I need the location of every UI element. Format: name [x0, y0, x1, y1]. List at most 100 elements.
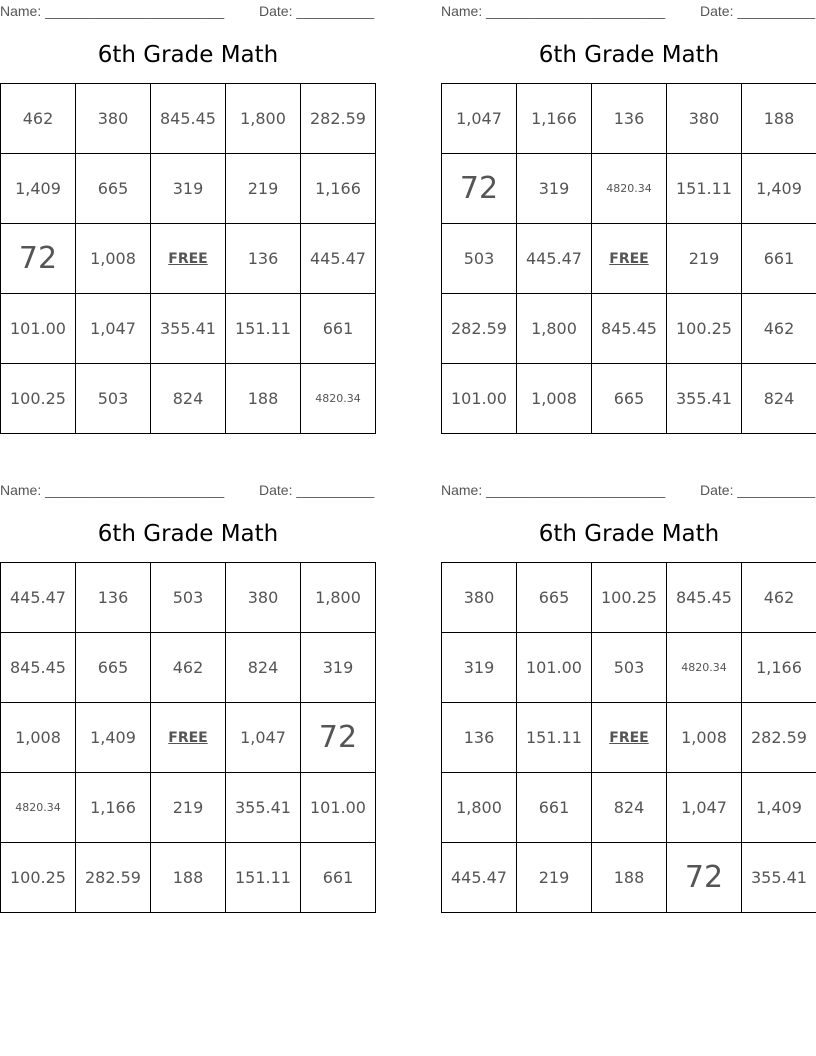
bingo-cell: 319 — [441, 632, 517, 703]
grid-row: 1,047 1,166 136 380 188 — [441, 83, 816, 154]
bingo-grid: 1,047 1,166 136 380 188 72 319 4820.34 151.11 1,4… — [441, 83, 816, 434]
grid-row: 1,008 1,409 FREE 1,047 72 — [0, 702, 376, 773]
bingo-cell: 824 — [591, 772, 667, 843]
bingo-cell: 462 — [741, 562, 816, 633]
bingo-cell: 824 — [741, 363, 816, 434]
bingo-cell: 1,047 — [441, 83, 517, 154]
bingo-cell: 151.11 — [516, 702, 592, 773]
grid-row: 319 101.00 503 4820.34 1,166 — [441, 632, 816, 703]
bingo-cell: 101.00 — [300, 772, 376, 843]
bingo-cell: 1,047 — [75, 293, 151, 364]
grid-row: 100.25 503 824 188 4820.34 — [0, 363, 376, 434]
grid-row: 101.00 1,008 665 355.41 824 — [441, 363, 816, 434]
grid-row: 72 1,008 FREE 136 445.47 — [0, 223, 376, 294]
bingo-cell: 136 — [591, 83, 667, 154]
free-space: FREE — [591, 702, 667, 773]
bingo-cell: 661 — [516, 772, 592, 843]
bingo-cell: 319 — [516, 153, 592, 224]
bingo-cell: 100.25 — [666, 293, 742, 364]
bingo-cell: 72 — [666, 842, 742, 913]
grid-row: 1,800 661 824 1,047 1,409 — [441, 772, 816, 843]
bingo-cell: 665 — [591, 363, 667, 434]
bingo-cell: 462 — [741, 293, 816, 364]
date-field-label: Date: __________ — [700, 3, 816, 19]
bingo-cell: 151.11 — [225, 842, 301, 913]
bingo-cell: 824 — [150, 363, 226, 434]
bingo-cell: 1,166 — [75, 772, 151, 843]
bingo-cell: 282.59 — [441, 293, 517, 364]
bingo-cell: 101.00 — [516, 632, 592, 703]
card-title: 6th Grade Math — [538, 42, 720, 68]
bingo-cell: 1,008 — [666, 702, 742, 773]
free-space: FREE — [150, 223, 226, 294]
grid-row: 445.47 219 188 72 355.41 — [441, 842, 816, 913]
bingo-cell: 1,409 — [75, 702, 151, 773]
bingo-cell: 355.41 — [150, 293, 226, 364]
bingo-cell: 1,409 — [741, 153, 816, 224]
bingo-cell: 4820.34 — [666, 632, 742, 703]
bingo-cell: 1,047 — [666, 772, 742, 843]
bingo-cell: 1,800 — [441, 772, 517, 843]
bingo-cell: 188 — [591, 842, 667, 913]
bingo-cell: 1,409 — [741, 772, 816, 843]
bingo-cell: 136 — [225, 223, 301, 294]
bingo-cell: 1,008 — [75, 223, 151, 294]
card-title: 6th Grade Math — [538, 521, 720, 547]
bingo-cell: 219 — [516, 842, 592, 913]
date-field-label: Date: __________ — [700, 482, 816, 498]
bingo-cell: 188 — [150, 842, 226, 913]
bingo-cell: 1,166 — [741, 632, 816, 703]
bingo-cell: 380 — [225, 562, 301, 633]
bingo-cell: 319 — [300, 632, 376, 703]
bingo-cell: 1,008 — [516, 363, 592, 434]
bingo-cell: 188 — [225, 363, 301, 434]
bingo-cell: 824 — [225, 632, 301, 703]
bingo-cell: 445.47 — [0, 562, 76, 633]
bingo-cell: 72 — [0, 223, 76, 294]
card-title: 6th Grade Math — [97, 521, 279, 547]
bingo-cell: 100.25 — [591, 562, 667, 633]
bingo-cell: 661 — [741, 223, 816, 294]
bingo-cell: 219 — [150, 772, 226, 843]
name-field-label: Name: _______________________ — [0, 482, 225, 498]
name-field-label: Name: _______________________ — [441, 3, 666, 19]
bingo-cell: 1,008 — [0, 702, 76, 773]
date-field-label: Date: __________ — [259, 3, 375, 19]
bingo-cell: 462 — [0, 83, 76, 154]
bingo-cell: 503 — [150, 562, 226, 633]
grid-row: 1,409 665 319 219 1,166 — [0, 153, 376, 224]
bingo-cell: 661 — [300, 293, 376, 364]
name-field-label: Name: _______________________ — [0, 3, 225, 19]
bingo-cell: 665 — [516, 562, 592, 633]
bingo-cell: 1,166 — [516, 83, 592, 154]
free-space: FREE — [591, 223, 667, 294]
bingo-cell: 4820.34 — [0, 772, 76, 843]
grid-row: 503 445.47 FREE 219 661 — [441, 223, 816, 294]
bingo-cell: 282.59 — [75, 842, 151, 913]
grid-row: 445.47 136 503 380 1,800 — [0, 562, 376, 633]
grid-row: 72 319 4820.34 151.11 1,409 — [441, 153, 816, 224]
bingo-cell: 445.47 — [516, 223, 592, 294]
free-space: FREE — [150, 702, 226, 773]
bingo-cell: 845.45 — [666, 562, 742, 633]
bingo-cell: 845.45 — [150, 83, 226, 154]
bingo-cell: 1,800 — [225, 83, 301, 154]
bingo-cell: 1,166 — [300, 153, 376, 224]
bingo-cell: 355.41 — [225, 772, 301, 843]
bingo-grid: 380 665 100.25 845.45 462 319 101.00 503 4820.34… — [441, 562, 816, 913]
bingo-cell: 380 — [666, 83, 742, 154]
bingo-cell: 188 — [741, 83, 816, 154]
bingo-cell: 100.25 — [0, 842, 76, 913]
bingo-cell: 355.41 — [741, 842, 816, 913]
bingo-cell: 282.59 — [741, 702, 816, 773]
bingo-cell: 445.47 — [300, 223, 376, 294]
date-field-label: Date: __________ — [259, 482, 375, 498]
grid-row: 845.45 665 462 824 319 — [0, 632, 376, 703]
grid-row: 100.25 282.59 188 151.11 661 — [0, 842, 376, 913]
grid-row: 380 665 100.25 845.45 462 — [441, 562, 816, 633]
bingo-cell: 1,409 — [0, 153, 76, 224]
grid-row: 101.00 1,047 355.41 151.11 661 — [0, 293, 376, 364]
bingo-cell: 4820.34 — [300, 363, 376, 434]
grid-row: 282.59 1,800 845.45 100.25 462 — [441, 293, 816, 364]
bingo-cell: 136 — [441, 702, 517, 773]
